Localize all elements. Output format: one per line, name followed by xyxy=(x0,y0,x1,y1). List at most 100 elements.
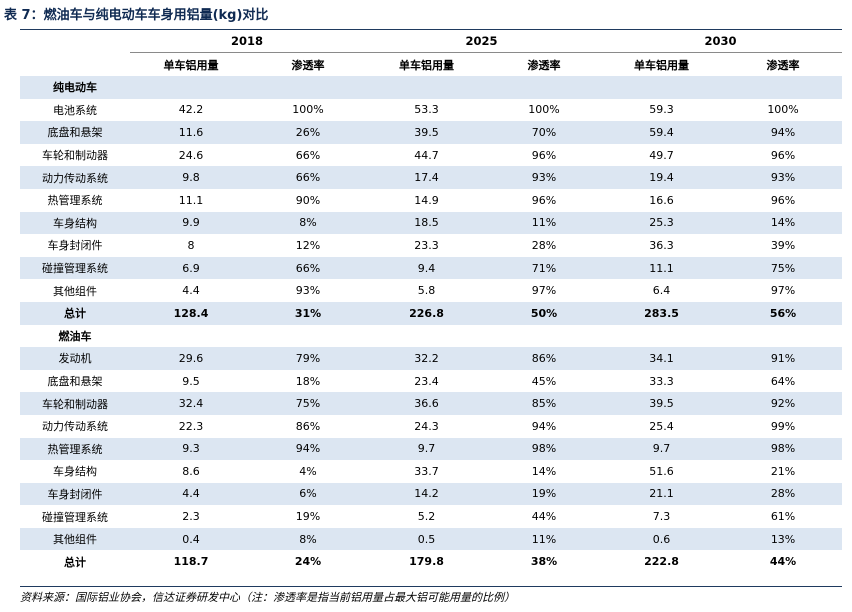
usage-cell: 59.3 xyxy=(649,103,674,117)
penetration-cell: 86% xyxy=(489,347,600,370)
year-header: 2025 xyxy=(364,30,600,53)
usage-cell: 36.3 xyxy=(649,238,674,252)
penetration-cell: 13% xyxy=(724,527,843,551)
table-row: 车身封闭件 4.4 6% 14.2 19% 21.1 28% xyxy=(20,482,843,506)
usage-cell: 11.6 xyxy=(130,121,252,144)
penetration-header: 渗透率 xyxy=(527,58,561,72)
penetration-cell: 66% xyxy=(252,256,365,280)
year-header-row: 2018 2025 2030 xyxy=(20,30,843,53)
table-row: 电池系统 42.2 100% 53.3 100% 59.3 100% xyxy=(20,99,842,122)
penetration-cell: 75% xyxy=(724,256,843,280)
penetration-cell: 86% xyxy=(295,419,321,433)
table-row: 动力传动系统 9.8 66% 17.4 93% 19.4 93% xyxy=(20,166,843,189)
penetration-cell: 56% xyxy=(724,301,843,325)
penetration-cell: 97% xyxy=(531,284,557,298)
title-divider xyxy=(20,29,842,30)
table-row: 其他组件 0.4 8% 0.5 11% 0.6 13% xyxy=(20,527,843,551)
usage-cell: 128.4 xyxy=(130,301,252,325)
row-label: 其他组件 xyxy=(53,284,97,298)
usage-cell: 16.6 xyxy=(649,193,674,207)
usage-cell: 4.4 xyxy=(130,482,252,506)
section-header-row: 纯电动车 xyxy=(20,76,843,99)
table-row: 底盘和悬架 9.5 18% 23.4 45% 33.3 64% xyxy=(20,370,842,393)
penetration-cell: 45% xyxy=(531,374,557,388)
usage-cell: 9.5 xyxy=(182,374,200,388)
penetration-cell: 4% xyxy=(299,464,317,478)
penetration-cell: 98% xyxy=(489,437,600,461)
penetration-cell: 100% xyxy=(528,103,560,117)
penetration-cell: 12% xyxy=(295,238,321,252)
row-label: 电池系统 xyxy=(53,103,97,117)
usage-cell: 9.3 xyxy=(130,437,252,461)
row-label: 车身封闭件 xyxy=(47,239,103,253)
usage-cell: 25.4 xyxy=(649,419,674,433)
penetration-cell: 93% xyxy=(724,166,843,189)
usage-cell: 23.4 xyxy=(414,374,439,388)
penetration-cell: 96% xyxy=(531,148,557,162)
penetration-cell: 26% xyxy=(252,121,365,144)
usage-cell: 53.3 xyxy=(414,103,439,117)
usage-cell: 8 xyxy=(187,238,195,252)
usage-cell: 5.8 xyxy=(417,284,436,298)
penetration-cell: 66% xyxy=(252,166,365,189)
usage-cell: 21.1 xyxy=(599,482,725,506)
penetration-cell: 31% xyxy=(252,301,365,325)
row-label: 总计 xyxy=(64,555,86,569)
table-title: 表 7：燃油车与纯电动车车身用铝量(kg)对比 xyxy=(4,8,269,23)
usage-cell: 11.1 xyxy=(178,193,204,207)
penetration-cell: 50% xyxy=(489,301,600,325)
penetration-cell: 94% xyxy=(724,121,843,144)
row-label: 车轮和制动器 xyxy=(20,392,130,415)
usage-cell: 32.4 xyxy=(130,392,252,415)
row-label: 车身结构 xyxy=(53,465,97,479)
penetration-cell: 28% xyxy=(531,238,557,252)
row-label: 动力传动系统 xyxy=(42,420,108,434)
source-note: 资料来源：国际铝业协会，信达证券研发中心（注：渗透率是指当前铝用量占最大铝可能用… xyxy=(20,591,515,604)
penetration-cell: 19% xyxy=(295,510,321,524)
usage-cell: 42.2 xyxy=(178,103,204,117)
penetration-cell: 98% xyxy=(724,437,843,461)
usage-cell: 222.8 xyxy=(644,555,679,569)
usage-header: 单车铝用量 xyxy=(634,58,690,72)
table-row: 车身结构 9.9 8% 18.5 11% 25.3 14% xyxy=(20,211,843,235)
total-row: 总计 118.7 24% 179.8 38% 222.8 44% xyxy=(20,550,842,573)
usage-cell: 19.4 xyxy=(599,166,725,189)
penetration-cell: 14% xyxy=(531,464,557,478)
aluminum-usage-table: 2018 2025 2030 单车铝用量 渗透率 单车铝用量 渗透率 单车铝用量… xyxy=(20,30,843,573)
usage-cell: 25.3 xyxy=(599,211,725,235)
section-header-row: 燃油车 xyxy=(20,325,842,348)
penetration-cell: 71% xyxy=(489,256,600,280)
usage-cell: 18.5 xyxy=(364,211,490,235)
penetration-cell: 61% xyxy=(770,510,796,524)
subheader-row: 单车铝用量 渗透率 单车铝用量 渗透率 单车铝用量 渗透率 xyxy=(20,53,842,77)
row-label: 车轮和制动器 xyxy=(42,149,108,163)
table-row: 碰撞管理系统 6.9 66% 9.4 71% 11.1 75% xyxy=(20,256,843,280)
usage-cell: 29.6 xyxy=(130,347,252,370)
usage-cell: 6.4 xyxy=(652,284,671,298)
usage-cell: 39.5 xyxy=(364,121,490,144)
usage-cell: 6.9 xyxy=(130,256,252,280)
penetration-cell: 90% xyxy=(295,193,321,207)
penetration-cell: 93% xyxy=(489,166,600,189)
usage-cell: 2.3 xyxy=(182,510,200,524)
table-row: 车轮和制动器 24.6 66% 44.7 96% 49.7 96% xyxy=(20,144,842,167)
penetration-cell: 11% xyxy=(489,527,600,551)
usage-header: 单车铝用量 xyxy=(163,58,219,72)
penetration-cell: 70% xyxy=(489,121,600,144)
penetration-cell: 24% xyxy=(294,555,322,569)
penetration-cell: 6% xyxy=(252,482,365,506)
table-row: 动力传动系统 22.3 86% 24.3 94% 25.4 99% xyxy=(20,415,842,438)
year-header: 2018 xyxy=(130,30,365,53)
usage-cell: 226.8 xyxy=(364,301,490,325)
usage-cell: 11.1 xyxy=(599,256,725,280)
usage-cell: 9.9 xyxy=(130,211,252,235)
row-label: 底盘和悬架 xyxy=(47,375,103,389)
row-label: 纯电动车 xyxy=(20,76,130,99)
penetration-cell: 66% xyxy=(295,148,321,162)
usage-cell: 33.3 xyxy=(649,374,674,388)
table-row: 车身封闭件 8 12% 23.3 28% 36.3 39% xyxy=(20,234,842,257)
penetration-cell: 44% xyxy=(769,555,797,569)
usage-cell: 9.8 xyxy=(130,166,252,189)
penetration-cell: 96% xyxy=(770,193,796,207)
penetration-cell: 75% xyxy=(252,392,365,415)
